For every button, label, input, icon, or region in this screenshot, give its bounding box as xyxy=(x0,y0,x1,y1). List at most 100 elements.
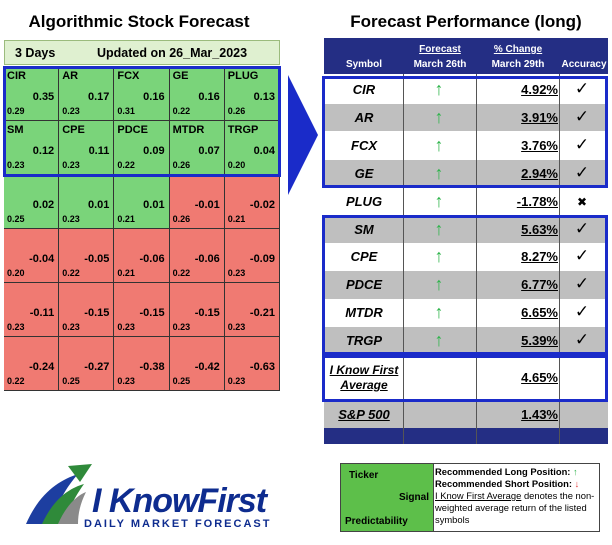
col-divider xyxy=(559,74,560,444)
cell-predictability: 0.23 xyxy=(7,322,25,332)
up-arrow-icon: ↑ xyxy=(434,218,444,239)
check-icon: ✓ xyxy=(574,134,590,154)
cell-ticker: CIR xyxy=(7,70,26,82)
grid-header: 3 Days Updated on 26_Mar_2023 xyxy=(4,40,280,65)
row-symbol: SM xyxy=(354,221,374,237)
cell-predictability: 0.31 xyxy=(117,106,135,116)
grid-cell: -0.38 0.23 xyxy=(114,337,170,391)
cell-predictability: 0.23 xyxy=(62,214,80,224)
grid-cell: FCX 0.16 0.31 xyxy=(114,67,170,121)
grid-cell: 0.01 0.21 xyxy=(114,175,170,229)
grid-cell: PLUG 0.13 0.26 xyxy=(224,67,280,121)
cell-predictability: 0.23 xyxy=(117,322,135,332)
row-change: 5.39% xyxy=(521,333,558,349)
grid-cell: MTDR 0.07 0.26 xyxy=(169,121,225,175)
sp500-label: S&P 500 xyxy=(338,407,390,422)
cell-predictability: 0.25 xyxy=(172,376,191,386)
row-change: 6.65% xyxy=(521,305,558,321)
cell-predictability: 0.23 xyxy=(62,160,80,170)
row-change: 6.77% xyxy=(521,277,558,293)
cell-signal: 0.12 xyxy=(32,145,55,157)
cell-signal: 0.11 xyxy=(88,145,110,157)
cell-signal: -0.27 xyxy=(84,361,110,373)
check-icon: ✓ xyxy=(574,246,590,266)
logo-name: I KnowFirst xyxy=(92,482,267,520)
header-change-date: March 29th xyxy=(491,59,545,70)
cell-predictability: 0.21 xyxy=(117,214,135,224)
up-arrow-icon: ↑ xyxy=(434,162,444,183)
average-label-2: Average xyxy=(340,378,388,392)
header-forecast-date: March 26th xyxy=(413,59,467,70)
row-symbol: TRGP xyxy=(345,333,383,349)
cell-predictability: 0.23 xyxy=(227,376,246,386)
cell-ticker: GE xyxy=(172,70,189,82)
cell-predictability: 0.22 xyxy=(117,160,135,170)
cell-signal: -0.06 xyxy=(139,253,165,265)
average-row: I Know First Average 4.65% xyxy=(324,356,608,400)
logo-swoosh-icon xyxy=(26,464,92,524)
cell-ticker: PDCE xyxy=(117,124,148,136)
grid-cell: -0.11 0.23 xyxy=(4,283,60,337)
arrow-right-icon xyxy=(288,75,318,195)
table-header: Symbol Forecast March 26th % Change Marc… xyxy=(324,38,608,74)
grid-updated: Updated on 26_Mar_2023 xyxy=(97,46,248,60)
row-change: 2.94% xyxy=(521,165,558,181)
table-footer xyxy=(324,428,608,444)
grid-cell: -0.27 0.25 xyxy=(59,337,115,391)
grid-cell: AR 0.17 0.23 xyxy=(59,67,115,121)
row-change: 3.76% xyxy=(521,137,558,153)
sp500-value: 1.43% xyxy=(521,407,558,422)
check-icon: ✓ xyxy=(574,274,590,294)
legend-note-link[interactable]: I Know First Average xyxy=(435,490,522,501)
grid-cell: -0.15 0.23 xyxy=(59,283,115,337)
cell-signal: -0.09 xyxy=(249,253,275,265)
cell-signal: 0.16 xyxy=(143,91,165,103)
cell-signal: -0.02 xyxy=(249,199,275,211)
legend-predictability: Predictability xyxy=(345,516,408,527)
grid-cell: -0.15 0.23 xyxy=(114,283,170,337)
cell-signal: 0.02 xyxy=(32,199,55,211)
cell-signal: -0.21 xyxy=(249,307,275,319)
row-symbol: PDCE xyxy=(345,277,383,293)
legend-ticker: Ticker xyxy=(349,470,379,481)
up-arrow-icon: ↑ xyxy=(434,106,444,127)
grid-cell: -0.15 0.23 xyxy=(169,283,225,337)
left-title: Algorithmic Stock Forecast xyxy=(28,12,250,31)
cell-predictability: 0.29 xyxy=(7,106,25,116)
grid-cell: 0.02 0.25 xyxy=(4,175,60,229)
col-divider xyxy=(403,74,404,444)
cell-signal: 0.07 xyxy=(198,145,220,157)
check-icon: ✓ xyxy=(574,302,590,322)
cell-predictability: 0.23 xyxy=(172,322,191,332)
check-icon: ✓ xyxy=(574,106,590,126)
check-icon: ✓ xyxy=(574,330,590,350)
check-icon: ✓ xyxy=(574,79,590,98)
sp500-row: S&P 500 1.43% xyxy=(324,402,608,428)
cell-signal: 0.35 xyxy=(32,91,55,103)
cell-signal: -0.15 xyxy=(84,307,110,319)
grid-cell: -0.21 0.23 xyxy=(224,283,280,337)
cell-predictability: 0.26 xyxy=(227,106,246,116)
header-symbol: Symbol xyxy=(345,59,383,70)
cell-signal: 0.01 xyxy=(87,199,110,211)
grid-cell: -0.04 0.20 xyxy=(4,229,60,283)
grid-days: 3 Days xyxy=(15,46,56,60)
check-icon: ✓ xyxy=(574,218,590,238)
cell-predictability: 0.20 xyxy=(227,160,246,170)
table-row: PDCE ↑ 6.77% ✓ xyxy=(324,271,608,299)
grid-cell: -0.05 0.22 xyxy=(59,229,115,283)
average-value: 4.65% xyxy=(521,370,558,385)
logo-tagline: DAILY MARKET FORECAST xyxy=(84,518,272,530)
legend-signal: Signal xyxy=(398,492,429,503)
grid-cell: -0.06 0.21 xyxy=(114,229,170,283)
col-divider xyxy=(476,74,477,444)
grid-cell: -0.42 0.25 xyxy=(169,337,225,391)
cell-signal: 0.04 xyxy=(253,145,275,157)
cell-predictability: 0.25 xyxy=(62,376,80,386)
grid-cell: 0.01 0.23 xyxy=(59,175,115,229)
table-row: AR ↑ 3.91% ✓ xyxy=(324,103,608,132)
cell-signal: -0.63 xyxy=(249,361,275,373)
row-symbol: CPE xyxy=(350,249,378,265)
cell-predictability: 0.26 xyxy=(172,214,191,224)
cell-predictability: 0.22 xyxy=(172,268,191,278)
